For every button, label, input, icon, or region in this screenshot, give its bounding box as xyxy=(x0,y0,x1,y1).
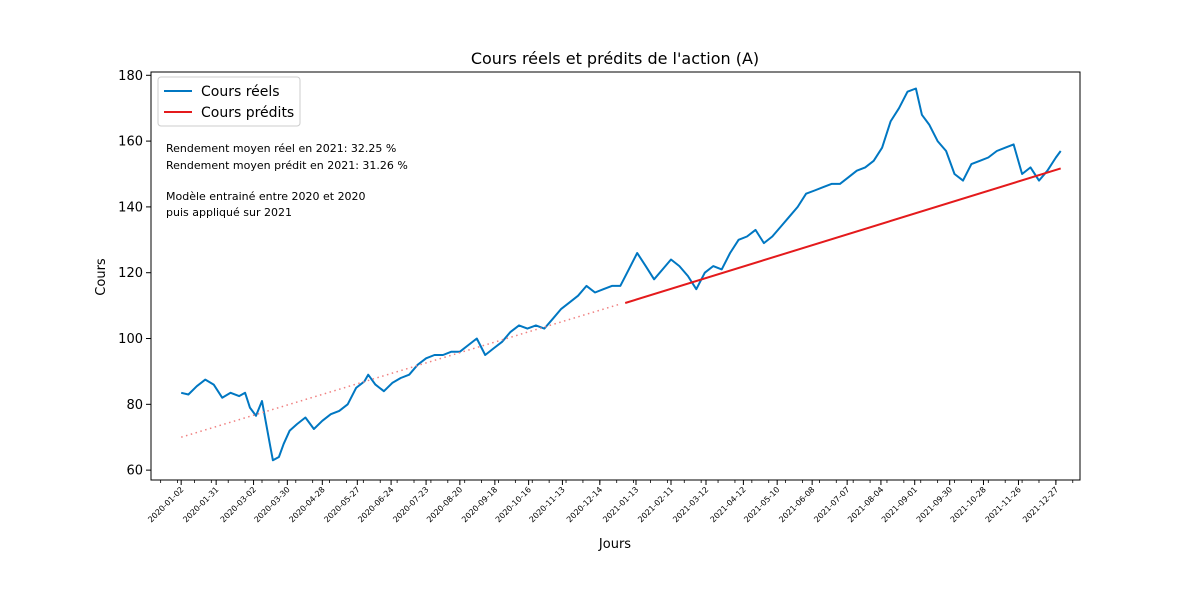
series-line-predicted xyxy=(624,167,1061,304)
y-tick-label: 120 xyxy=(118,266,143,281)
legend-label-predicted: Cours prédits xyxy=(201,105,294,121)
legend-box xyxy=(157,76,301,127)
x-tick-label: 2020-06-24 xyxy=(356,485,395,524)
series-line-actual xyxy=(180,87,1062,462)
y-axis-title: Cours xyxy=(94,258,109,296)
annotation-application-period: puis appliqué sur 2021 xyxy=(166,206,292,219)
x-tick-label: 2020-08-20 xyxy=(425,485,464,524)
y-axis: 60 80 100 120 140 160 180 xyxy=(118,69,151,479)
x-tick-label: 2020-03-30 xyxy=(253,485,292,524)
legend: Cours réels Cours prédits xyxy=(157,76,301,127)
x-tick-label: 2021-10-28 xyxy=(949,485,988,524)
x-tick-label: 2021-11-26 xyxy=(984,485,1023,524)
y-tick-label: 80 xyxy=(126,398,143,413)
x-tick-label: 2021-12-27 xyxy=(1021,485,1060,524)
x-tick-label: 2021-01-13 xyxy=(601,485,640,524)
x-tick-label: 2020-04-28 xyxy=(287,485,326,524)
annotation-predicted-return: Rendement moyen prédit en 2021: 31.26 % xyxy=(166,159,408,172)
series-line-trend-2020 xyxy=(180,303,621,438)
x-axis-title: Jours xyxy=(598,537,631,552)
x-tick-label: 2021-09-01 xyxy=(880,485,919,524)
annotation-training-period: Modèle entrainé entre 2020 et 2020 xyxy=(166,190,366,203)
x-tick-label: 2020-11-13 xyxy=(528,485,567,524)
y-tick-label: 100 xyxy=(118,332,143,347)
y-tick-label: 180 xyxy=(118,69,143,84)
x-tick-label: 2021-06-08 xyxy=(777,485,816,524)
x-tick-label: 2020-01-02 xyxy=(146,485,185,524)
x-tick-label: 2021-02-11 xyxy=(636,485,675,524)
x-tick-label: 2021-05-10 xyxy=(742,485,781,524)
x-tick-label: 2020-01-31 xyxy=(181,485,220,524)
plot-frame xyxy=(150,71,1081,481)
y-tick-label: 160 xyxy=(118,135,143,150)
x-tick-label: 2021-03-12 xyxy=(671,485,710,524)
legend-label-actual: Cours réels xyxy=(201,84,280,100)
annotation-real-return: Rendement moyen réel en 2021: 32.25 % xyxy=(166,142,396,155)
annotation-block: Rendement moyen réel en 2021: 32.25 % Re… xyxy=(166,142,408,219)
plot-area xyxy=(180,87,1062,462)
x-tick-label: 2020-12-14 xyxy=(565,485,604,524)
y-tick-label: 60 xyxy=(126,464,143,479)
x-axis: 2020-01-022020-01-312020-03-022020-03-30… xyxy=(146,480,1074,524)
chart-title: Cours réels et prédits de l'action (A) xyxy=(471,49,759,68)
y-tick-label: 140 xyxy=(118,200,143,215)
